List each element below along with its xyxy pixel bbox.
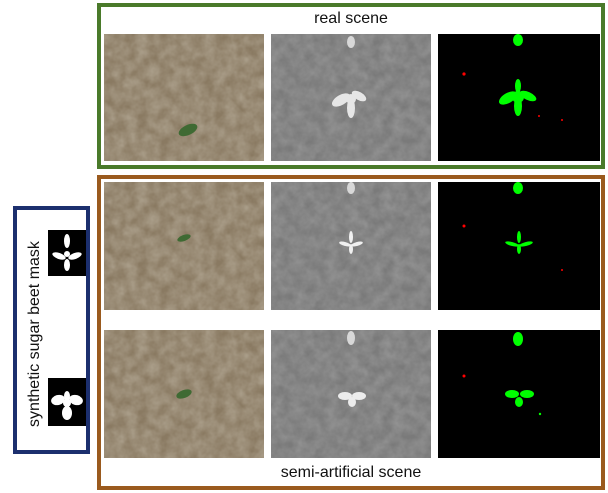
semi-artificial-scene-frame (97, 175, 605, 490)
semi-artificial-scene-caption: semi-artificial scene (280, 464, 422, 481)
synthetic-mask-caption: synthetic sugar beet mask (26, 241, 43, 427)
semi1-rgb-image (104, 182, 264, 310)
synthetic-mask-2 (48, 378, 86, 426)
synthetic-mask-1 (48, 230, 86, 276)
semi2-rgb-image (104, 330, 264, 458)
semi1-label-image (438, 182, 600, 310)
real-scene-caption: real scene (314, 10, 388, 27)
real-scene-frame (97, 3, 605, 169)
real-rgb-image (104, 34, 264, 161)
real-label-image (438, 34, 600, 161)
synthetic-mask-frame (13, 206, 90, 454)
real-nir-image (271, 34, 431, 161)
semi2-nir-image (271, 330, 431, 458)
semi1-nir-image (271, 182, 431, 310)
semi2-label-image (438, 330, 600, 458)
